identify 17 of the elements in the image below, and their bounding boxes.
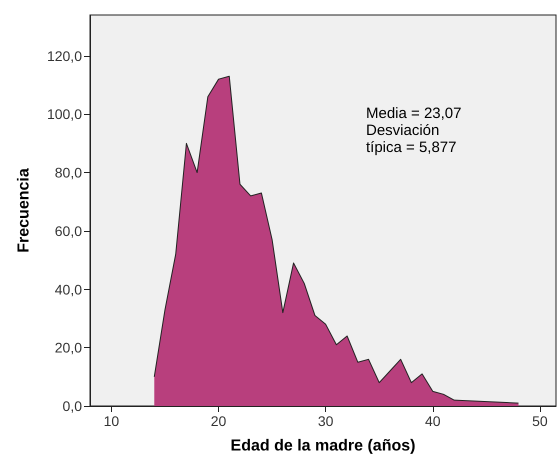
y-tick-label: 100,0: [46, 106, 82, 122]
y-tick-label: 0,0: [62, 398, 82, 414]
x-tick-label: 40: [425, 413, 441, 429]
x-tick-label: 20: [210, 413, 227, 429]
y-tick-label: 20,0: [54, 340, 82, 356]
y-tick-label: 60,0: [54, 222, 82, 239]
annotation: Desviación: [366, 122, 440, 139]
x-axis-title: Edad de la madre (años): [230, 438, 416, 454]
y-tick-label: 40,0: [54, 281, 82, 298]
y-tick-label: 120,0: [46, 48, 82, 64]
x-tick-label: 30: [318, 413, 334, 429]
x-tick-label: 50: [532, 413, 548, 429]
y-tick-label: 80,0: [54, 164, 82, 181]
annotation: Media = 23,07: [366, 105, 462, 122]
annotation: típica = 5,877: [366, 139, 456, 156]
y-axis-title: Frecuencia: [16, 168, 32, 253]
x-tick-label: 10: [104, 413, 120, 429]
